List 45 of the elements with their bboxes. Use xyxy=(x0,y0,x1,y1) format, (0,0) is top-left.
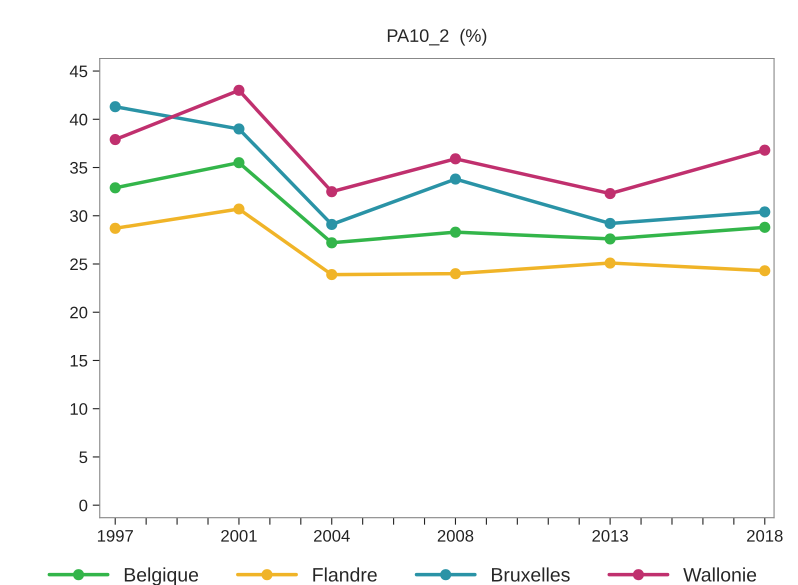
y-tick-label: 10 xyxy=(70,403,88,415)
x-tick-label: 2018 xyxy=(747,530,783,542)
point xyxy=(110,101,121,112)
point xyxy=(604,218,616,230)
point xyxy=(233,84,244,96)
point xyxy=(110,134,121,146)
legend-label: Flandre xyxy=(313,567,377,582)
x-tick-label: 2013 xyxy=(592,530,628,542)
x-tick-label: 1997 xyxy=(98,530,133,542)
point xyxy=(326,186,338,198)
point xyxy=(110,222,121,234)
y-tick-label: 20 xyxy=(70,306,88,318)
point xyxy=(604,233,616,244)
point xyxy=(450,268,462,280)
x-tick-label: 2004 xyxy=(314,530,350,542)
point xyxy=(326,237,338,248)
point xyxy=(450,153,462,164)
point xyxy=(604,257,616,269)
y-tick-label: 30 xyxy=(70,210,88,222)
point xyxy=(759,222,770,233)
point xyxy=(450,226,462,238)
legend-label: Belgique xyxy=(124,567,198,585)
y-tick-label: 25 xyxy=(70,258,88,270)
y-tick-label: 35 xyxy=(70,162,88,174)
y-tick-label: 40 xyxy=(70,114,88,126)
point xyxy=(450,174,462,185)
point xyxy=(759,206,770,218)
chart-title: PA10_2 (%) xyxy=(388,28,486,46)
y-tick-label: 5 xyxy=(79,452,88,464)
point xyxy=(326,218,338,230)
point xyxy=(759,144,770,156)
y-tick-label: 15 xyxy=(70,355,88,367)
x-tick-label: 2001 xyxy=(221,530,257,542)
point xyxy=(233,123,244,134)
point xyxy=(233,203,244,215)
y-tick-label: 45 xyxy=(70,66,88,78)
point xyxy=(233,157,244,168)
point xyxy=(326,269,338,280)
point xyxy=(759,265,770,276)
point xyxy=(110,182,121,194)
y-tick-label: 0 xyxy=(79,500,88,512)
x-tick-label: 2008 xyxy=(438,530,474,542)
point xyxy=(604,188,616,200)
legend-label: Bruxelles xyxy=(492,567,570,582)
legend-label: Wallonie xyxy=(683,567,756,582)
